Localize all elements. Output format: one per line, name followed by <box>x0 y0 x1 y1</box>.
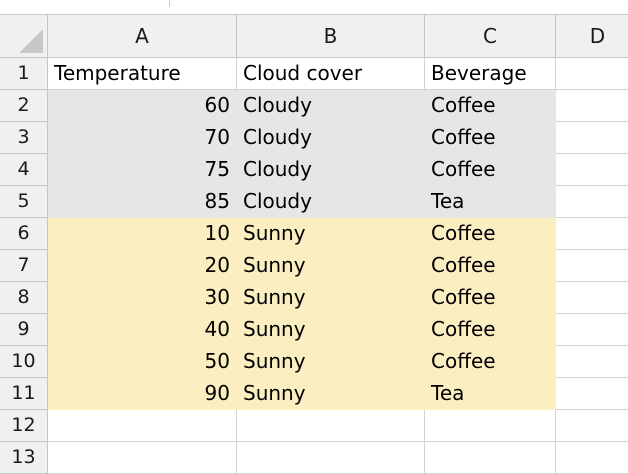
cell-d5[interactable] <box>556 186 628 218</box>
cell-b9[interactable]: Sunny <box>237 314 425 346</box>
cell-d1[interactable] <box>556 58 628 90</box>
cell-a4[interactable]: 75 <box>48 154 237 186</box>
cell-d12[interactable] <box>556 410 628 442</box>
cell-b4[interactable]: Cloudy <box>237 154 425 186</box>
cell-b11[interactable]: Sunny <box>237 378 425 410</box>
cell-d9[interactable] <box>556 314 628 346</box>
row-header-3[interactable]: 3 <box>0 122 48 154</box>
cell-b1[interactable]: Cloud cover <box>237 58 425 90</box>
row-header-12[interactable]: 12 <box>0 410 48 442</box>
row-header-8[interactable]: 8 <box>0 282 48 314</box>
row-header-11[interactable]: 11 <box>0 378 48 410</box>
cell-a5[interactable]: 85 <box>48 186 237 218</box>
cell-a6[interactable]: 10 <box>48 218 237 250</box>
cell-a7[interactable]: 20 <box>48 250 237 282</box>
cell-b6[interactable]: Sunny <box>237 218 425 250</box>
cell-b3[interactable]: Cloudy <box>237 122 425 154</box>
select-all-triangle-icon <box>19 29 43 53</box>
cell-c6[interactable]: Coffee <box>425 218 556 250</box>
cell-c7[interactable]: Coffee <box>425 250 556 282</box>
cell-a8[interactable]: 30 <box>48 282 237 314</box>
cell-c3[interactable]: Coffee <box>425 122 556 154</box>
cell-d3[interactable] <box>556 122 628 154</box>
row-header-6[interactable]: 6 <box>0 218 48 250</box>
row-header-2[interactable]: 2 <box>0 90 48 122</box>
row-header-5[interactable]: 5 <box>0 186 48 218</box>
cell-c1[interactable]: Beverage <box>425 58 556 90</box>
cell-a12[interactable] <box>48 410 237 442</box>
cell-b12[interactable] <box>237 410 425 442</box>
cell-b10[interactable]: Sunny <box>237 346 425 378</box>
column-header-d[interactable]: D <box>556 15 628 58</box>
cell-c2[interactable]: Coffee <box>425 90 556 122</box>
row-header-4[interactable]: 4 <box>0 154 48 186</box>
row-header-7[interactable]: 7 <box>0 250 48 282</box>
formula-bar-edge <box>0 0 628 15</box>
cell-c13[interactable] <box>425 442 556 474</box>
cell-a3[interactable]: 70 <box>48 122 237 154</box>
cell-a9[interactable]: 40 <box>48 314 237 346</box>
cell-b8[interactable]: Sunny <box>237 282 425 314</box>
cell-d4[interactable] <box>556 154 628 186</box>
cell-c10[interactable]: Coffee <box>425 346 556 378</box>
cell-c11[interactable]: Tea <box>425 378 556 410</box>
cell-a1[interactable]: Temperature <box>48 58 237 90</box>
formula-bar-divider <box>169 0 170 7</box>
cell-d7[interactable] <box>556 250 628 282</box>
cell-a11[interactable]: 90 <box>48 378 237 410</box>
cell-c8[interactable]: Coffee <box>425 282 556 314</box>
column-header-a[interactable]: A <box>48 15 237 58</box>
row-header-10[interactable]: 10 <box>0 346 48 378</box>
cell-b13[interactable] <box>237 442 425 474</box>
cell-c12[interactable] <box>425 410 556 442</box>
cell-d6[interactable] <box>556 218 628 250</box>
cell-b7[interactable]: Sunny <box>237 250 425 282</box>
cell-c9[interactable]: Coffee <box>425 314 556 346</box>
cell-a2[interactable]: 60 <box>48 90 237 122</box>
row-header-9[interactable]: 9 <box>0 314 48 346</box>
cell-d13[interactable] <box>556 442 628 474</box>
row-header-1[interactable]: 1 <box>0 58 48 90</box>
column-header-c[interactable]: C <box>425 15 556 58</box>
cell-d10[interactable] <box>556 346 628 378</box>
cell-b2[interactable]: Cloudy <box>237 90 425 122</box>
cell-a10[interactable]: 50 <box>48 346 237 378</box>
cell-d2[interactable] <box>556 90 628 122</box>
column-header-b[interactable]: B <box>237 15 425 58</box>
cell-b5[interactable]: Cloudy <box>237 186 425 218</box>
cell-a13[interactable] <box>48 442 237 474</box>
select-all-corner[interactable] <box>0 15 48 58</box>
cell-c5[interactable]: Tea <box>425 186 556 218</box>
cell-c4[interactable]: Coffee <box>425 154 556 186</box>
cell-d11[interactable] <box>556 378 628 410</box>
cell-d8[interactable] <box>556 282 628 314</box>
row-header-13[interactable]: 13 <box>0 442 48 474</box>
